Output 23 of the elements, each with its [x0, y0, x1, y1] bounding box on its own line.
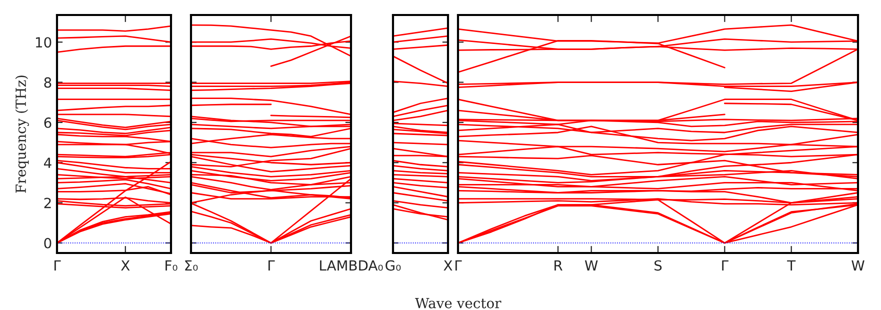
x-tick-label: X [121, 260, 130, 270]
x-tick-label: Σ₀ [185, 260, 198, 271]
y-tick-label: 8 [44, 77, 52, 88]
x-tick-label: G₀ [386, 260, 401, 271]
x-tick-label: Γ [455, 260, 462, 270]
x-tick-label: Γ [54, 260, 61, 270]
x-tick-label: Γ [268, 260, 275, 270]
y-tick-label: 4 [44, 158, 52, 168]
x-tick-label: W [852, 260, 864, 270]
y-tick-label: 0 [44, 238, 52, 248]
y-axis-title: Frequency (THz) [15, 76, 29, 193]
x-tick-label: X [444, 260, 452, 270]
x-tick-label: F₀ [166, 260, 178, 271]
y-tick-label: 6 [44, 117, 52, 128]
y-tick-label: 2 [44, 198, 51, 208]
y-tick-label: 10 [36, 37, 52, 48]
x-tick-label: T [787, 260, 796, 270]
x-axis-title: Wave vector [415, 298, 502, 308]
x-tick-label: Γ [722, 260, 728, 270]
x-tick-label: LAMBDA₀ [320, 260, 383, 271]
x-tick-label: R [554, 260, 562, 270]
x-tick-label: S [654, 260, 662, 271]
x-tick-label: W [584, 260, 598, 270]
